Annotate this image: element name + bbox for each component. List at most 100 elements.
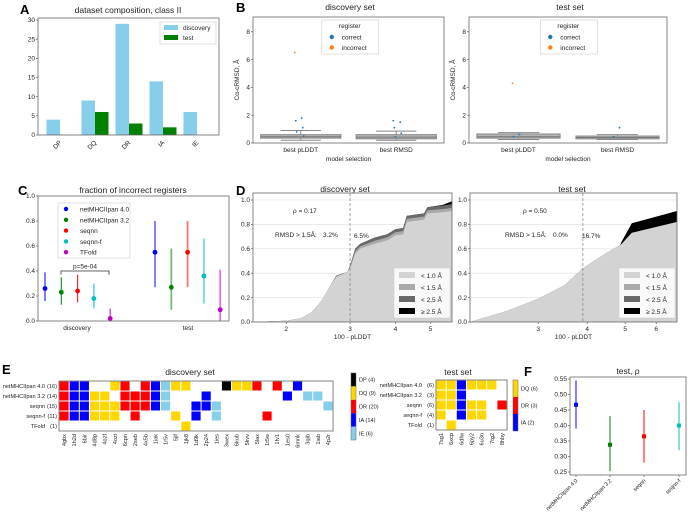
panel-label-c: C [18,183,28,198]
column-label: 3wex [224,434,230,447]
y-tick-label: 0.4 [458,270,467,277]
heatmap-cell-DR [59,401,69,411]
chart-title: dataset composition, class II [75,5,182,15]
colorbar-label: DQ (6) [521,387,538,393]
column-label: 2seb [133,434,139,446]
heatmap-cell-DQ [487,380,497,390]
y-tick-label: 0.0 [458,319,467,326]
x-tick-label: 5 [429,326,433,333]
heatmap-cell-DQ [110,381,120,391]
panel-label-e: E [2,362,11,377]
legend-label: seqnn-f [80,239,102,246]
y-tick-label: 10 [28,94,36,101]
y-tick-label: 0.50 [554,392,567,399]
data-point-netMHCIIpan 4.0 [42,286,48,291]
legend-swatch [399,296,415,302]
panel-label-a: A [20,2,30,17]
row-count: (3) [427,393,434,399]
pct-below-threshold: 3.2% [323,232,338,239]
y-axis-label: Cα-cRMSD, Å [232,59,241,101]
data-point-seqnn-f [677,423,681,428]
x-axis-label: model selection [545,156,591,163]
column-label: 6dfw [459,432,465,445]
heatmap-cell-DR [59,381,69,391]
row-label: TFold [408,423,422,429]
x-axis-label: model selection [326,156,372,163]
heatmap-cell-DQ [477,380,487,390]
colorbar-frame [350,372,357,441]
heatmap-cell-IA [201,401,211,411]
heatmap-cell-IE [161,381,171,391]
bar-discovery-IE [183,112,197,135]
column-label: 4gbx [62,434,68,446]
colorbar-label: DQ (9) [359,391,376,397]
colorbar-segment-DQ [513,380,518,397]
y-tick-label: 0.4 [241,270,250,277]
row-label: netMHCIIpan 3.2 [380,393,422,399]
heatmap-cell-DQ [171,381,181,391]
row-label: netMHCIIpan 3.2 [3,394,45,400]
heatmap-cell-IA [150,391,160,401]
data-point-seqnn-f [91,296,97,301]
heatmap-cell-DQ [436,410,446,420]
heatmap-cell-DR [120,401,130,411]
heatmap-cell-DQ [181,381,191,391]
column-label: 5kvv [245,434,251,446]
heatmap-cell-DQ [446,380,456,390]
y-tick-label: 0.30 [554,454,567,461]
x-tick-label: 3 [348,326,352,333]
colorbar-label: DP (4) [359,378,375,384]
y-tick-label: 1.0 [241,197,250,204]
column-label: 8hby [500,433,506,445]
x-axis-label: 100 - pLDDT [334,334,371,341]
heatmap-cell-DR [59,391,69,401]
heatmap-cell-IA [79,401,89,411]
y-tick-label: 0.0 [26,318,35,325]
legend-marker [63,239,69,244]
data-point-seqnn [642,434,646,439]
box [476,133,561,139]
data-point-netMHCIIpan 4.0 [574,402,578,407]
y-tick-label: 0.4 [26,268,35,275]
heatmap-cell-DQ [89,411,100,421]
y-tick-label: 0.2 [26,293,35,300]
x-tick-label: 5 [623,326,627,333]
heatmap-cell-DQ [466,400,477,410]
heatmap-cell-DQ [89,401,100,411]
heatmap-cell-DQ [110,411,120,421]
legend-marker [548,45,553,50]
colorbar-label: DR (3) [521,404,538,410]
chart-title: test set [558,184,586,194]
heatmap-cell-IA [79,411,89,421]
heatmap-cell-IE [161,401,171,411]
heatmap-cell-IA [150,381,160,391]
heatmap-cell-DQ [436,390,446,400]
x-tick-label: netMHCIIpan 3.2 [579,478,613,512]
column-label: 5lax [255,434,261,444]
column-label: 1iak [153,434,159,444]
colorbar-segment-DP [351,373,356,387]
y-tick-label: 6 [462,57,466,64]
y-tick-label: 4 [462,85,466,92]
heatmap-cell-IA [456,410,466,420]
column-label: 6cpn [123,434,129,446]
colorbar-segment-DR [351,399,356,414]
colorbar-label: DR (20) [359,405,379,411]
chart-title: discovery set [325,2,375,12]
column-label: 1h2d [72,434,78,446]
data-point-TFold [107,316,113,321]
heatmap-cell-DQ [436,380,446,390]
heatmap-cell-IE [161,391,171,401]
heatmap-cell-DR [130,411,140,421]
rho-annotation: ρ = 0.50 [523,208,547,215]
heatmap-cell-IA [282,391,292,401]
legend-label: TFold [80,250,97,257]
column-label: 1fv1 [275,434,281,445]
heatmap-cell-DQ [89,391,100,401]
bar-discovery-DP [46,119,60,135]
heatmap-cell-IA [191,401,201,411]
legend-label: < 1.0 Å [646,271,667,280]
legend-label: netMHCIIpan 3.2 [80,217,130,224]
